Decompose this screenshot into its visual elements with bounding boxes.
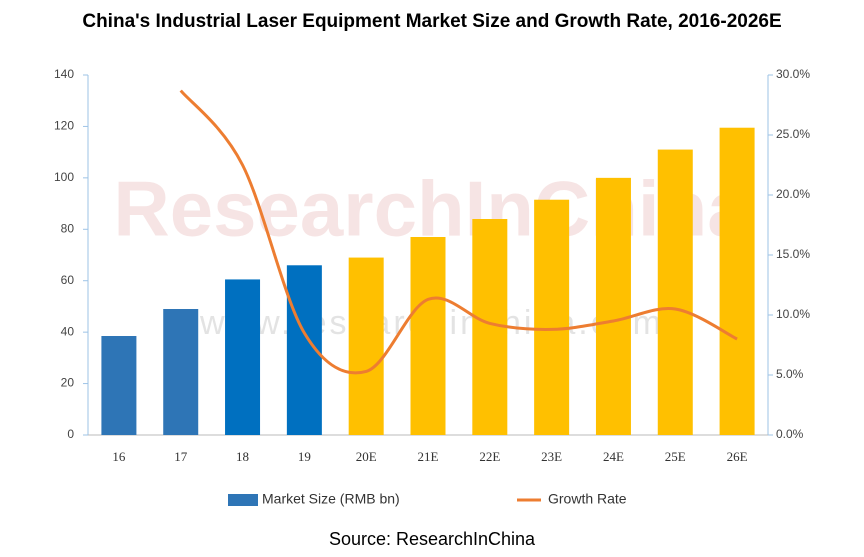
x-tick-label: 22E (479, 449, 500, 464)
x-tick-label: 17 (174, 449, 188, 464)
source: Source: ResearchInChina (329, 529, 536, 549)
y2-tick-label: 5.0% (776, 367, 804, 381)
x-tick-label: 18 (236, 449, 249, 464)
y2-tick-label: 10.0% (776, 307, 810, 321)
x-tick-label: 21E (418, 449, 439, 464)
x-tick-label: 20E (356, 449, 377, 464)
x-tick-label: 16 (112, 449, 126, 464)
y2-tick-label: 15.0% (776, 247, 810, 261)
y-tick-label: 40 (61, 324, 75, 338)
x-tick-label: 25E (665, 449, 686, 464)
x-tick-label: 24E (603, 449, 624, 464)
chart-title: China's Industrial Laser Equipment Marke… (82, 11, 781, 32)
bar (163, 309, 199, 435)
x-tick-label: 19 (298, 449, 311, 464)
y-tick-label: 0 (67, 427, 74, 441)
x-tick-label: 23E (541, 449, 562, 464)
y2-tick-label: 30.0% (776, 67, 810, 81)
x-tick-label: 26E (727, 449, 748, 464)
legend-label: Market Size (RMB bn) (262, 491, 400, 507)
y2-tick-label: 20.0% (776, 187, 810, 201)
bar (225, 279, 261, 435)
y-tick-label: 60 (61, 273, 75, 287)
bar (410, 237, 446, 435)
bar (719, 127, 755, 435)
y-tick-label: 100 (54, 170, 74, 184)
y-tick-label: 20 (61, 376, 75, 390)
legend-label: Growth Rate (548, 491, 627, 507)
bar (348, 257, 384, 435)
y2-tick-label: 25.0% (776, 127, 810, 141)
y-tick-label: 80 (61, 221, 75, 235)
y-tick-label: 140 (54, 67, 74, 81)
bar (534, 199, 570, 435)
legend-swatch (228, 494, 258, 506)
y2-tick-label: 0.0% (776, 427, 804, 441)
bar (101, 336, 137, 435)
growth-line (179, 89, 738, 375)
bar (595, 177, 631, 435)
bar (657, 149, 693, 436)
y-tick-label: 120 (54, 119, 74, 133)
